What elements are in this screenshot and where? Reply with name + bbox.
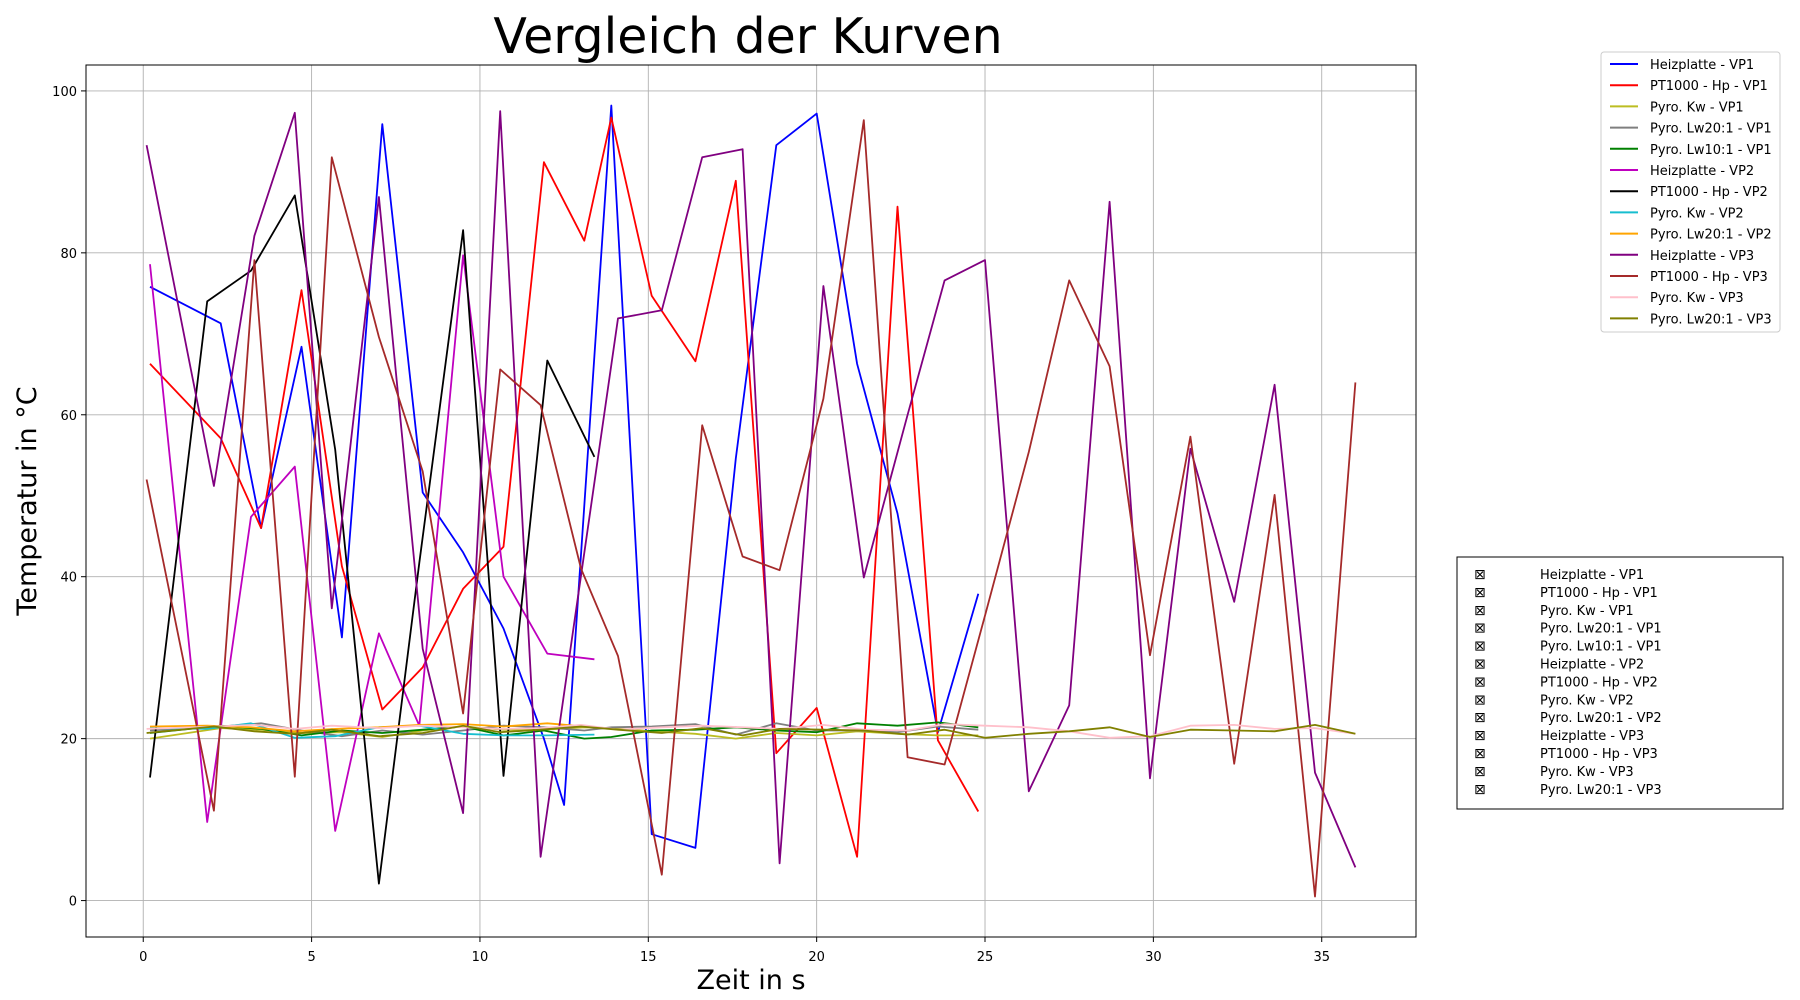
series-toggle-item[interactable]: ⊠ Pyro. Lw20:1 - VP3 (1474, 782, 1662, 798)
checkbox-checked-icon[interactable]: ⊠ (1474, 657, 1486, 673)
series-toggle-item[interactable]: ⊠ Heizplatte - VP2 (1474, 657, 1644, 673)
legend-entry-label: Pyro. Lw20:1 - VP2 (1650, 228, 1772, 243)
checkbox-checked-icon[interactable]: ⊠ (1474, 710, 1486, 726)
series-toggle-label: Pyro. Lw20:1 - VP1 (1540, 622, 1662, 637)
legend-entry-label: Pyro. Kw - VP2 (1650, 206, 1744, 221)
legend-entry-label: Heizplatte - VP1 (1650, 58, 1754, 73)
plot-lines (145, 104, 1357, 898)
x-tick-label: 0 (139, 950, 147, 965)
legend-entry-label: PT1000 - Hp - VP2 (1650, 185, 1768, 200)
x-tick-label: 5 (307, 950, 315, 965)
series-toggle-label: Heizplatte - VP1 (1540, 568, 1644, 583)
series-toggle-item[interactable]: ⊠ Heizplatte - VP1 (1474, 567, 1644, 583)
chart-title: Vergleich der Kurven (493, 8, 1002, 65)
y-tick-label: 80 (60, 247, 77, 262)
series-toggle-item[interactable]: ⊠ PT1000 - Hp - VP1 (1474, 585, 1658, 601)
x-tick-label: 35 (1313, 950, 1330, 965)
series-line-2 (149, 116, 980, 858)
series-toggle-label: Heizplatte - VP3 (1540, 729, 1644, 744)
legend-frame (1600, 51, 1781, 333)
series-line-10 (145, 110, 1357, 868)
legend-entry-label: PT1000 - Hp - VP3 (1650, 270, 1768, 285)
legend-entry-label: Heizplatte - VP3 (1650, 249, 1754, 264)
checkbox-checked-icon[interactable]: ⊠ (1474, 692, 1486, 708)
series-toggle-label: PT1000 - Hp - VP1 (1540, 586, 1658, 601)
series-toggle-label: Pyro. Kw - VP1 (1540, 604, 1634, 619)
series-toggle-item[interactable]: ⊠ Pyro. Lw20:1 - VP1 (1474, 621, 1662, 637)
series-toggle-label: Pyro. Lw10:1 - VP1 (1540, 640, 1662, 655)
y-axis-title: Temperatur in °C (12, 386, 43, 616)
x-tick-label: 30 (1145, 950, 1162, 965)
checkbox-checked-icon[interactable]: ⊠ (1474, 621, 1486, 637)
x-tick-label: 25 (977, 950, 994, 965)
legend-entry-label: Pyro. Lw20:1 - VP3 (1650, 312, 1772, 327)
x-axis-ticks: 0 5 10 15 20 25 30 35 (139, 937, 1330, 965)
series-line-11 (145, 119, 1357, 898)
plot-frame (85, 64, 1417, 938)
series-toggle-item[interactable]: ⊠ Pyro. Kw - VP2 (1474, 692, 1634, 708)
series-line-6 (149, 254, 595, 832)
series-toggle-item[interactable]: ⊠ PT1000 - Hp - VP2 (1474, 674, 1658, 690)
series-toggle-label: Pyro. Lw20:1 - VP3 (1540, 783, 1662, 798)
series-toggle-label: PT1000 - Hp - VP2 (1540, 675, 1658, 690)
series-line-5 (149, 721, 979, 740)
checkbox-checked-icon[interactable]: ⊠ (1474, 585, 1486, 601)
series-toggle-item[interactable]: ⊠ Pyro. Kw - VP3 (1474, 764, 1634, 780)
y-tick-label: 60 (60, 409, 77, 424)
y-tick-label: 0 (69, 895, 77, 910)
x-axis-title: Zeit in s (696, 965, 805, 996)
legend-entry-label: Pyro. Lw10:1 - VP1 (1650, 143, 1772, 158)
checkbox-checked-icon[interactable]: ⊠ (1474, 567, 1486, 583)
legend-entry-label: Pyro. Kw - VP3 (1650, 291, 1744, 306)
series-line-1 (149, 104, 980, 849)
legend-entry-label: PT1000 - Hp - VP1 (1650, 79, 1768, 94)
checkbox-checked-icon[interactable]: ⊠ (1474, 639, 1486, 655)
series-toggle-label: PT1000 - Hp - VP3 (1540, 747, 1658, 762)
checkbox-checked-icon[interactable]: ⊠ (1474, 603, 1486, 619)
x-tick-label: 15 (640, 950, 657, 965)
series-toggle-item[interactable]: ⊠ Heizplatte - VP3 (1474, 728, 1644, 744)
series-toggle-item[interactable]: ⊠ Pyro. Lw10:1 - VP1 (1474, 639, 1662, 655)
series-toggle-item[interactable]: ⊠ Pyro. Lw20:1 - VP2 (1474, 710, 1662, 726)
series-toggle-item[interactable]: ⊠ Pyro. Kw - VP1 (1474, 603, 1634, 619)
series-line-13 (146, 724, 1356, 739)
series-toggle-panel: ⊠ Heizplatte - VP1 ⊠ PT1000 - Hp - VP1 ⊠ Pyro… (1456, 556, 1784, 810)
x-tick-label: 20 (808, 950, 825, 965)
grid (86, 65, 1416, 937)
series-toggle-label: Pyro. Lw20:1 - VP2 (1540, 711, 1662, 726)
series-toggle-label: Heizplatte - VP2 (1540, 658, 1644, 673)
toggle-panel-frame (1456, 556, 1784, 810)
checkbox-checked-icon[interactable]: ⊠ (1474, 782, 1486, 798)
x-tick-label: 10 (472, 950, 489, 965)
legend: Heizplatte - VP1 PT1000 - Hp - VP1 Pyro. K… (1600, 51, 1781, 333)
legend-entry-label: Pyro. Kw - VP1 (1650, 100, 1744, 115)
checkbox-checked-icon[interactable]: ⊠ (1474, 728, 1486, 744)
y-tick-label: 40 (60, 571, 77, 586)
series-line-7 (149, 194, 596, 885)
legend-entry-label: Pyro. Lw20:1 - VP1 (1650, 122, 1772, 137)
series-toggle-label: Pyro. Kw - VP2 (1540, 693, 1634, 708)
y-axis-ticks: 0 20 40 60 80 100 (52, 85, 86, 910)
series-toggle-label: Pyro. Kw - VP3 (1540, 765, 1634, 780)
checkbox-checked-icon[interactable]: ⊠ (1474, 674, 1486, 690)
series-line-12 (146, 723, 1356, 739)
checkbox-checked-icon[interactable]: ⊠ (1474, 764, 1486, 780)
y-tick-label: 100 (52, 85, 77, 100)
series-toggle-item[interactable]: ⊠ PT1000 - Hp - VP3 (1474, 746, 1658, 762)
y-tick-label: 20 (60, 733, 77, 748)
legend-entry-label: Heizplatte - VP2 (1650, 164, 1754, 179)
checkbox-checked-icon[interactable]: ⊠ (1474, 746, 1486, 762)
